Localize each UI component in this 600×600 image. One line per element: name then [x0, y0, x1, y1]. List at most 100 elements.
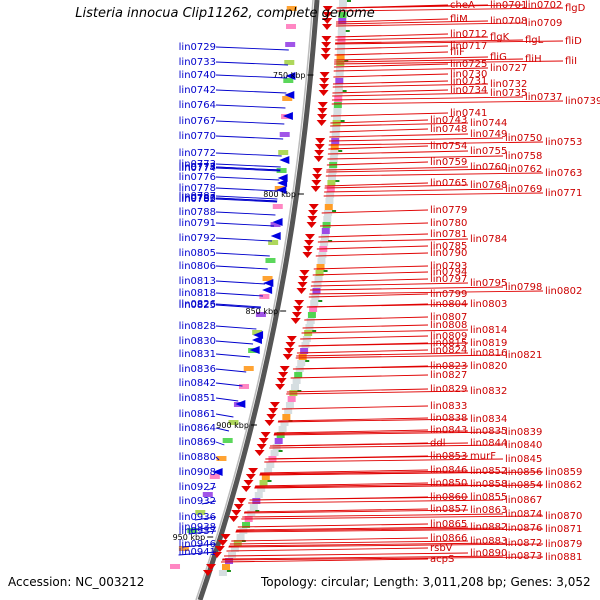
forward-gene-label: lin0748 — [430, 124, 467, 135]
forward-gene-arrow — [245, 474, 256, 480]
forward-leader-line — [298, 342, 469, 347]
reverse-cog-block — [278, 150, 289, 155]
reverse-leader-line — [215, 120, 285, 125]
forward-gene-label: flgL — [525, 35, 544, 46]
forward-gene-label: lin0807 — [430, 312, 467, 323]
cog-category-block — [307, 312, 316, 318]
forward-gene-arrow — [202, 570, 213, 576]
forward-leader-line — [317, 238, 469, 243]
forward-gene-label: lin0824 — [430, 345, 467, 356]
forward-leader-line — [296, 352, 469, 357]
forward-gene-label: lin0735 — [490, 88, 527, 99]
forward-leader-line — [269, 442, 469, 447]
cog-category-block — [337, 36, 346, 42]
forward-gene-label: lin0739 — [565, 96, 600, 107]
forward-leader-line — [244, 508, 429, 513]
forward-leader-line — [228, 543, 544, 548]
forward-leader-line — [325, 172, 544, 177]
forward-leader-line — [226, 547, 429, 552]
forward-gene-arrow — [286, 336, 297, 342]
cog-category-block — [284, 408, 293, 414]
forward-gene-arrow — [317, 108, 328, 114]
forward-gene-arrow — [317, 102, 328, 108]
forward-gene-label: lin0846 — [430, 465, 467, 476]
forward-gene-arrow — [256, 444, 267, 450]
forward-gene-arrow — [322, 18, 333, 24]
gc-mark — [347, 0, 351, 2]
forward-gene-label: lin0799 — [430, 289, 467, 300]
reverse-cog-block — [195, 510, 206, 515]
forward-gene-label: lin0734 — [450, 85, 487, 96]
forward-gene-label: murF — [470, 451, 496, 462]
forward-gene-label: lin0755 — [470, 146, 507, 157]
reverse-gene-label: lin0773 — [179, 159, 216, 170]
reverse-leader-line — [215, 74, 288, 79]
reverse-cog-block — [239, 384, 250, 389]
reverse-leader-line — [215, 135, 284, 140]
cog-category-block — [314, 276, 323, 282]
reverse-gene-label: lin0851 — [179, 393, 216, 404]
cog-category-block — [298, 354, 307, 360]
forward-gene-arrow — [206, 564, 217, 570]
cog-category-block — [297, 360, 306, 366]
forward-leader-line — [237, 523, 429, 528]
cog-category-block — [301, 342, 310, 348]
forward-gene-label: lin0883 — [470, 536, 507, 547]
gc-mark — [323, 270, 328, 272]
forward-gene-arrow — [269, 402, 280, 408]
forward-gene-arrow — [276, 378, 287, 384]
forward-gene-label: lin0833 — [430, 401, 467, 412]
forward-gene-label: lin0855 — [470, 492, 507, 503]
forward-leader-line — [222, 556, 544, 561]
reverse-leader-line — [215, 427, 230, 432]
forward-gene-label: lin0881 — [545, 552, 582, 563]
forward-leader-line — [269, 444, 504, 449]
forward-gene-label: lin0760 — [470, 162, 507, 173]
cog-category-block — [289, 390, 298, 396]
tick-label: 750 kbp — [273, 71, 306, 80]
reverse-leader-line — [215, 280, 266, 285]
gc-mark — [267, 480, 272, 482]
cog-category-block — [278, 426, 287, 432]
forward-gene-label: lin0871 — [545, 524, 582, 535]
forward-leader-line — [259, 470, 469, 475]
forward-gene-label: lin0814 — [470, 325, 507, 336]
cog-category-block — [242, 522, 251, 528]
forward-leader-line — [222, 555, 504, 560]
forward-gene-label: lin0821 — [505, 350, 542, 361]
reverse-gene-arrow — [282, 112, 293, 120]
forward-gene-arrow — [317, 114, 328, 120]
forward-gene-label: acpS — [430, 554, 454, 565]
reverse-cog-block — [178, 546, 189, 551]
genome-summary: Topology: circular; Length: 3,011,208 bp… — [261, 575, 591, 589]
cog-category-block — [313, 282, 322, 288]
forward-leader-line — [273, 430, 469, 435]
forward-gene-label: fliM — [450, 14, 468, 25]
reverse-leader-line — [207, 486, 217, 491]
forward-gene-arrow — [302, 252, 313, 258]
forward-leader-line — [326, 161, 429, 166]
forward-gene-label: lin0843 — [430, 425, 467, 436]
tick-layer: 750 kbp 800 kbp 850 kbp 900 kbp 950 kbp — [173, 71, 314, 542]
forward-gene-label: lin0873 — [505, 551, 542, 562]
cog-category-block — [252, 498, 261, 504]
cog-category-block — [335, 66, 344, 72]
cog-category-block — [300, 348, 309, 354]
forward-gene-label: lin0727 — [490, 63, 527, 74]
cog-category-block — [323, 216, 332, 222]
reverse-gene-label: lin0828 — [179, 321, 216, 332]
genome-backbone-highlight — [195, 0, 314, 600]
forward-gene-label: lin0829 — [430, 384, 467, 395]
reverse-gene-label: lin0937 — [179, 526, 216, 537]
reverse-gene-arrow — [279, 156, 290, 164]
forward-gene-arrow — [311, 180, 322, 186]
cog-category-block — [287, 396, 296, 402]
forward-gene-arrow — [307, 216, 318, 222]
forward-gene-arrow — [254, 450, 265, 456]
cog-category-block — [326, 192, 335, 198]
forward-gene-arrow — [231, 510, 242, 516]
cog-category-block — [325, 198, 334, 204]
forward-gene-arrow — [308, 204, 319, 210]
reverse-gene-label: lin0805 — [179, 248, 216, 259]
